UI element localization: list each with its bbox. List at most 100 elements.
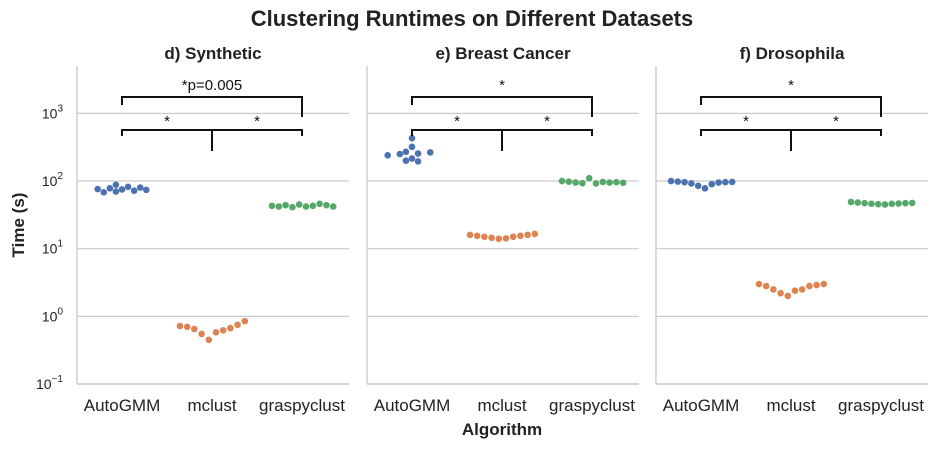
- data-point: [762, 282, 770, 290]
- data-point: [606, 179, 613, 186]
- y-tick-label: 10−1: [36, 374, 63, 392]
- data-point: [565, 178, 573, 185]
- y-tick-label: 100: [42, 306, 64, 324]
- y-axis-label: Time (s): [9, 193, 28, 258]
- data-point: [847, 198, 855, 206]
- data-point: [234, 321, 241, 329]
- data-point: [619, 179, 627, 187]
- data-point: [219, 327, 227, 334]
- data-point: [902, 199, 909, 207]
- data-point: [715, 179, 722, 186]
- data-point: [198, 330, 205, 338]
- significance-label: *: [254, 113, 260, 130]
- x-tick-label: graspyclust: [549, 396, 635, 415]
- data-point: [688, 180, 695, 187]
- data-point: [701, 185, 709, 192]
- panel-3: f) Drosophila AutoGMM mclust graspyclust * * *: [655, 44, 928, 415]
- x-tick-label: mclust: [766, 396, 815, 415]
- data-point: [592, 180, 600, 187]
- panel-title: f) Drosophila: [740, 44, 845, 63]
- data-point: [558, 177, 566, 185]
- data-point: [798, 286, 806, 293]
- x-tick-label: mclust: [187, 396, 236, 415]
- data-point: [408, 143, 416, 151]
- data-point: [323, 201, 330, 209]
- data-point: [106, 185, 114, 192]
- figure-title: Clustering Runtimes on Different Dataset…: [251, 6, 694, 31]
- data-point: [414, 158, 422, 165]
- significance-label: *: [454, 113, 460, 130]
- data-point: [118, 186, 126, 193]
- data-point: [579, 179, 586, 187]
- x-axis-label: Algorithm: [462, 420, 542, 439]
- data-point: [227, 324, 234, 332]
- data-point: [402, 157, 410, 164]
- data-point: [791, 287, 799, 294]
- data-point: [241, 317, 249, 325]
- data-point: [517, 232, 524, 240]
- data-point: [708, 180, 716, 188]
- data-point: [205, 336, 213, 344]
- data-point: [329, 203, 337, 210]
- data-point: [524, 231, 531, 239]
- panel-title: e) Breast Cancer: [435, 44, 571, 63]
- significance-label: *p=0.005: [182, 77, 242, 94]
- x-tick-label: graspyclust: [838, 396, 924, 415]
- data-point: [531, 230, 539, 238]
- data-point: [874, 200, 882, 208]
- data-point: [143, 186, 150, 194]
- data-point: [309, 202, 317, 210]
- data-point: [895, 200, 902, 207]
- data-point: [599, 178, 607, 186]
- data-point: [268, 202, 276, 210]
- significance-label: *: [833, 113, 839, 130]
- data-point: [755, 280, 763, 288]
- data-point: [94, 185, 101, 193]
- data-point: [302, 203, 310, 210]
- panel-1: d) Synthetic 10−1 100 101 102 103 AutoGMM mclus…: [36, 44, 349, 415]
- data-point: [868, 200, 875, 208]
- data-point: [176, 322, 184, 330]
- data-point: [509, 233, 517, 241]
- significance-label: *: [743, 113, 749, 130]
- x-tick-label: graspyclust: [259, 396, 345, 415]
- x-tick-label: mclust: [477, 396, 526, 415]
- x-tick-label: AutoGMM: [663, 396, 740, 415]
- data-point: [130, 187, 138, 194]
- significance-label: *: [499, 77, 505, 94]
- data-point: [888, 200, 896, 208]
- data-point: [112, 188, 120, 195]
- y-tick-label: 103: [42, 103, 64, 121]
- data-point: [384, 151, 391, 159]
- data-point: [136, 184, 144, 191]
- data-point: [426, 149, 434, 156]
- data-point: [316, 200, 323, 208]
- data-point: [124, 183, 132, 191]
- significance-bracket: [700, 96, 882, 117]
- data-point: [854, 199, 862, 206]
- data-point: [908, 199, 916, 207]
- y-tick-label: 102: [42, 171, 64, 189]
- data-point: [694, 182, 702, 190]
- data-point: [502, 235, 510, 242]
- significance-bracket: [121, 96, 303, 117]
- data-point: [861, 199, 868, 207]
- data-point: [212, 329, 220, 336]
- significance-label: *: [544, 113, 550, 130]
- data-point: [784, 292, 792, 300]
- data-point: [681, 178, 688, 186]
- data-point: [488, 234, 495, 242]
- x-tick-label: AutoGMM: [84, 396, 161, 415]
- data-point: [466, 231, 474, 239]
- data-point: [585, 174, 593, 182]
- data-point: [674, 178, 682, 185]
- data-point: [770, 286, 777, 293]
- data-point: [282, 201, 289, 209]
- data-point: [402, 148, 410, 156]
- data-point: [481, 233, 488, 241]
- data-point: [191, 325, 198, 333]
- panel-title: d) Synthetic: [164, 44, 261, 63]
- panels-group: d) Synthetic 10−1 100 101 102 103 AutoGMM mclus…: [36, 44, 928, 415]
- data-point: [572, 179, 579, 186]
